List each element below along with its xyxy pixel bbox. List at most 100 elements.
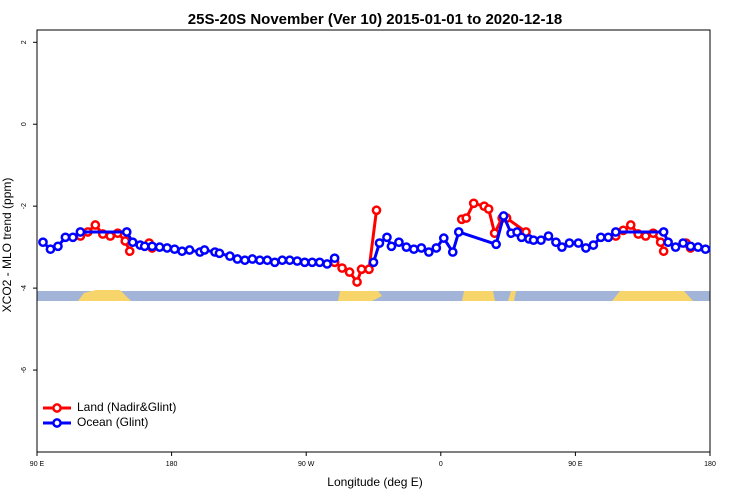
data-point [139, 241, 150, 252]
data-point [314, 257, 325, 268]
data-point [551, 237, 561, 248]
plot-frame [36, 29, 711, 453]
x-tick-label: 180 [704, 461, 716, 468]
data-point [232, 254, 243, 264]
data-point [401, 242, 412, 252]
data-point [269, 257, 280, 268]
land-ocean-strip [37, 290, 710, 301]
data-point [344, 267, 355, 277]
data-point [423, 247, 434, 257]
x-tick-label: 180 [166, 461, 178, 468]
data-point [431, 243, 442, 253]
x-axis-label: Longitude (deg E) [327, 475, 422, 489]
data-point [409, 244, 419, 255]
data-point [177, 246, 187, 257]
data-point [588, 240, 599, 250]
data-point [368, 257, 379, 268]
legend: Land (Nadir&Glint)Ocean (Glint) [43, 400, 176, 429]
land-strip [508, 291, 516, 301]
data-point [610, 227, 621, 237]
data-point [284, 255, 295, 266]
data-point [154, 242, 165, 252]
y-tick-label: 2 [21, 40, 28, 44]
data-point [364, 264, 374, 275]
data-point [60, 232, 71, 243]
data-point [447, 247, 458, 257]
land-strip [338, 291, 382, 301]
x-tick-label: 90 E [30, 461, 45, 468]
data-point [45, 244, 56, 255]
data-point [536, 235, 546, 246]
data-point [199, 245, 210, 255]
data-point [468, 198, 479, 209]
data-point [453, 227, 464, 237]
data-point [498, 211, 509, 221]
data-point [528, 235, 539, 246]
data-point [75, 227, 86, 237]
x-tick-label: 90 W [298, 461, 315, 468]
data-point [573, 238, 584, 248]
legend-label: Land (Nadir&Glint) [77, 400, 176, 414]
data-point [663, 237, 673, 248]
data-point [329, 253, 340, 264]
data-point [685, 241, 696, 252]
data-point [581, 243, 591, 253]
data-point [124, 246, 135, 257]
data-point [658, 227, 669, 237]
data-point [299, 257, 310, 268]
data-point [121, 227, 132, 237]
y-tick-label: -2 [21, 203, 28, 209]
land-strip [78, 290, 131, 301]
data-point [147, 241, 158, 252]
chart-title: 25S-20S November (Ver 10) 2015-01-01 to … [188, 11, 562, 28]
data-point [262, 255, 273, 266]
data-point [254, 255, 265, 266]
data-point [322, 259, 332, 269]
data-point [658, 246, 669, 257]
land-strip [612, 291, 693, 301]
data-point [557, 242, 567, 252]
data-point [225, 251, 235, 262]
data-point [394, 237, 404, 248]
data-point [356, 264, 367, 275]
data-point [307, 257, 318, 268]
data-point [543, 231, 554, 241]
data-point [105, 231, 116, 241]
data-point [247, 254, 258, 264]
data-point [640, 231, 651, 241]
data-point [655, 237, 666, 248]
data-point [516, 232, 527, 243]
x-tick-label: 0 [439, 461, 443, 468]
data-point [337, 263, 347, 273]
data-point [184, 245, 195, 255]
data-point [240, 255, 250, 266]
data-point [700, 244, 711, 255]
data-point [564, 238, 575, 248]
data-point [438, 233, 449, 243]
data-point [374, 238, 385, 248]
data-point [352, 277, 362, 287]
data-point [693, 242, 703, 252]
data-point [90, 220, 101, 230]
x-tick-label: 90 E [568, 461, 583, 468]
data-point [386, 241, 397, 252]
data-point [678, 238, 688, 248]
data-point [382, 232, 392, 243]
data-point [625, 220, 636, 230]
data-point [416, 243, 427, 253]
data-point [371, 205, 382, 216]
data-point [120, 236, 131, 246]
legend-marker [52, 403, 62, 413]
data-point [169, 244, 180, 255]
legend-marker [52, 418, 62, 428]
data-point [461, 213, 472, 223]
data-point [491, 239, 501, 250]
y-tick-label: -4 [21, 285, 28, 291]
y-axis-label: XCO2 - MLO trend (ppm) [0, 178, 14, 313]
data-point [214, 248, 225, 259]
data-point [603, 232, 614, 243]
data-point [53, 241, 63, 252]
data-point [162, 243, 172, 253]
